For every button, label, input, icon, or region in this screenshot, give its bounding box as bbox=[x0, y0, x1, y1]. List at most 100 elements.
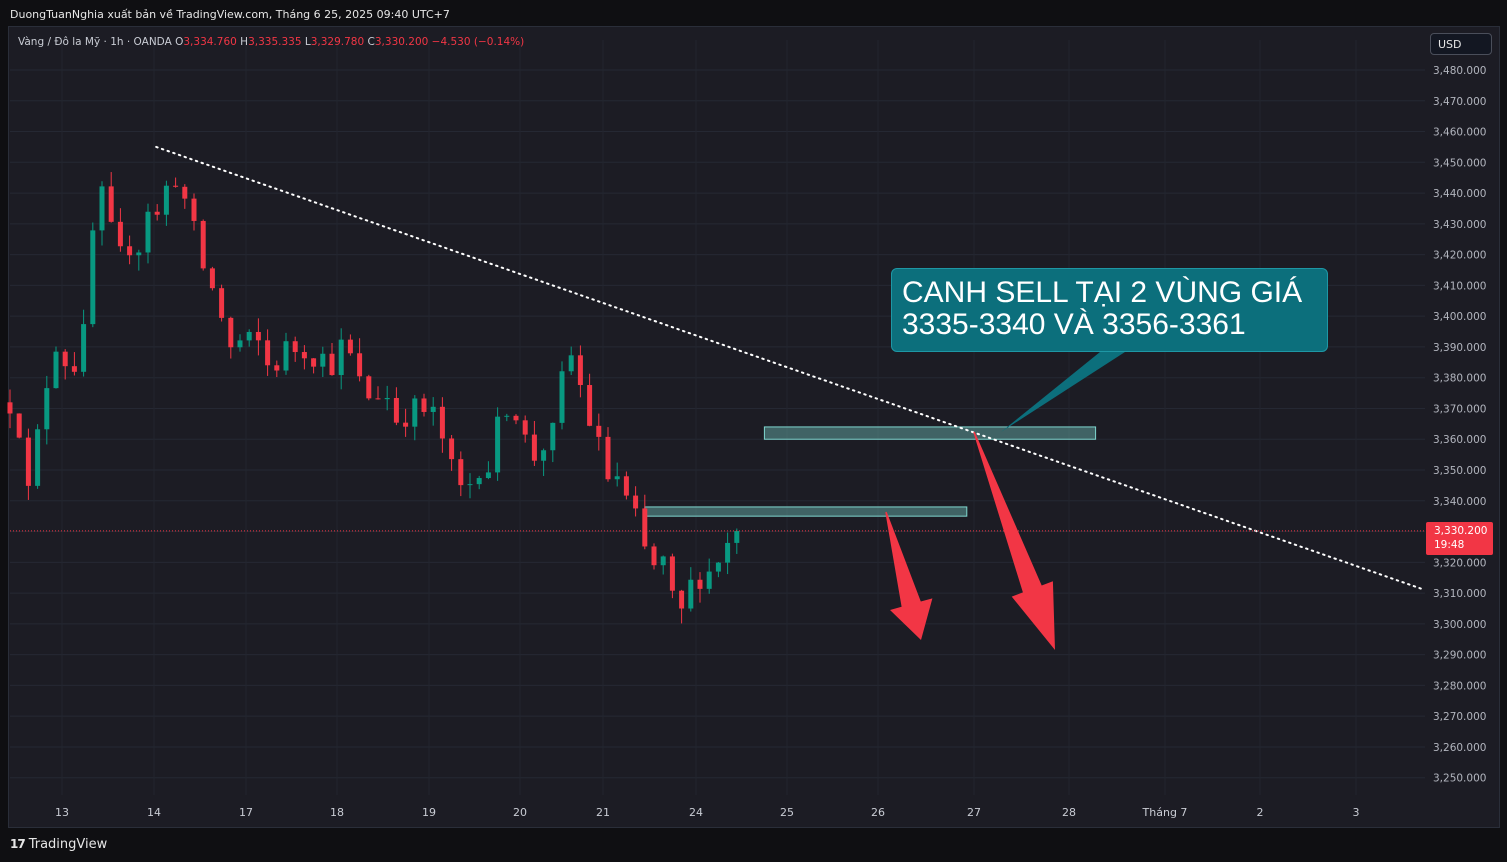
candle-body[interactable] bbox=[568, 355, 574, 372]
candle-body[interactable] bbox=[725, 542, 731, 563]
candle-body[interactable] bbox=[320, 353, 326, 367]
currency-button[interactable]: USD bbox=[1430, 33, 1492, 55]
resistance-zone[interactable] bbox=[644, 506, 968, 517]
candle-body[interactable] bbox=[338, 339, 344, 376]
candle-body[interactable] bbox=[430, 406, 436, 412]
candle-body[interactable] bbox=[246, 331, 252, 341]
low-value: 3,329.780 bbox=[310, 36, 365, 48]
candle-body[interactable] bbox=[467, 484, 473, 486]
candle-body[interactable] bbox=[274, 365, 280, 371]
candle-body[interactable] bbox=[439, 406, 445, 439]
candle-body[interactable] bbox=[531, 434, 537, 461]
symbol-label[interactable]: Vàng / Đô la Mỹ · 1h · OANDA bbox=[18, 36, 172, 48]
x-tick-label: 14 bbox=[147, 806, 161, 819]
candle-body[interactable] bbox=[550, 422, 556, 451]
candlestick-chart[interactable]: 3,250.000 3,260.000 3,270.000 3,280.000 3,29… bbox=[0, 0, 1507, 828]
candle-body[interactable] bbox=[154, 211, 160, 215]
candle-body[interactable] bbox=[651, 546, 657, 566]
candle-body[interactable] bbox=[265, 340, 271, 366]
trend-line[interactable] bbox=[155, 145, 1426, 592]
candle-body[interactable] bbox=[7, 402, 13, 414]
candle-body[interactable] bbox=[559, 371, 565, 423]
candle-body[interactable] bbox=[366, 376, 372, 399]
candle-body[interactable] bbox=[44, 388, 50, 430]
candle-body[interactable] bbox=[25, 437, 31, 486]
candle-body[interactable] bbox=[117, 221, 123, 247]
candle-body[interactable] bbox=[513, 415, 519, 421]
y-tick-label: 3,480.000 bbox=[1433, 65, 1486, 77]
candle-body[interactable] bbox=[237, 340, 243, 348]
tradingview-logo-icon: 17 bbox=[10, 837, 26, 851]
candle-body[interactable] bbox=[577, 355, 583, 386]
candle-body[interactable] bbox=[715, 562, 721, 572]
candle-body[interactable] bbox=[458, 459, 464, 486]
candle-body[interactable] bbox=[660, 556, 666, 566]
candle-body[interactable] bbox=[633, 495, 639, 509]
candle-body[interactable] bbox=[163, 185, 169, 215]
candle-body[interactable] bbox=[219, 288, 225, 318]
chart-pane[interactable] bbox=[8, 26, 1500, 828]
candle-body[interactable] bbox=[587, 385, 593, 426]
resistance-zone[interactable] bbox=[763, 426, 1097, 440]
candle-body[interactable] bbox=[384, 398, 390, 400]
candle-body[interactable] bbox=[697, 579, 703, 589]
candle-body[interactable] bbox=[301, 352, 307, 359]
candle-body[interactable] bbox=[688, 579, 694, 609]
candle-body[interactable] bbox=[421, 398, 427, 412]
candle-body[interactable] bbox=[669, 556, 675, 591]
candle-body[interactable] bbox=[81, 324, 87, 372]
candle-body[interactable] bbox=[541, 450, 547, 461]
x-tick-label: Tháng 7 bbox=[1142, 806, 1188, 819]
candle-body[interactable] bbox=[99, 186, 105, 231]
candle-body[interactable] bbox=[403, 422, 409, 427]
candle-body[interactable] bbox=[476, 478, 482, 485]
candle-body[interactable] bbox=[228, 317, 234, 348]
candle-body[interactable] bbox=[734, 530, 740, 543]
candle-body[interactable] bbox=[53, 351, 59, 389]
candle-body[interactable] bbox=[16, 413, 22, 438]
candle-body[interactable] bbox=[209, 268, 215, 289]
candle-body[interactable] bbox=[292, 341, 298, 353]
candle-body[interactable] bbox=[596, 425, 602, 437]
candle-body[interactable] bbox=[182, 186, 188, 199]
candle-body[interactable] bbox=[255, 331, 261, 341]
candle-body[interactable] bbox=[200, 220, 206, 269]
candle-body[interactable] bbox=[449, 438, 455, 460]
candle-body[interactable] bbox=[605, 436, 611, 480]
tradingview-brand[interactable]: 17 TradingView bbox=[10, 837, 107, 852]
candle-body[interactable] bbox=[127, 246, 133, 256]
x-tick-label: 19 bbox=[422, 806, 436, 819]
candle-body[interactable] bbox=[522, 420, 528, 435]
sell-zone-callout[interactable]: CANH SELL TẠI 2 VÙNG GIÁ 3335-3340 VÀ 33… bbox=[891, 268, 1328, 352]
candle-body[interactable] bbox=[173, 185, 179, 187]
candle-body[interactable] bbox=[412, 398, 418, 427]
candle-body[interactable] bbox=[71, 366, 77, 372]
candle-body[interactable] bbox=[62, 351, 68, 367]
candle-body[interactable] bbox=[329, 353, 335, 376]
candle-body[interactable] bbox=[35, 429, 41, 486]
down-arrow[interactable] bbox=[885, 511, 933, 640]
candle-body[interactable] bbox=[393, 398, 399, 423]
callout-line-2: 3335-3340 VÀ 3356-3361 bbox=[902, 308, 1246, 341]
candle-body[interactable] bbox=[495, 416, 501, 473]
y-tick-label: 3,440.000 bbox=[1433, 188, 1486, 200]
candle-body[interactable] bbox=[706, 571, 712, 589]
ohlc-legend: Vàng / Đô la Mỹ · 1h · OANDA O3,334.760 … bbox=[18, 36, 524, 48]
candle-body[interactable] bbox=[614, 476, 620, 480]
candle-body[interactable] bbox=[679, 590, 685, 609]
candle-body[interactable] bbox=[485, 472, 491, 479]
down-arrow[interactable] bbox=[973, 431, 1055, 650]
candle-body[interactable] bbox=[642, 508, 648, 547]
candle-body[interactable] bbox=[90, 230, 96, 325]
candle-body[interactable] bbox=[136, 252, 142, 256]
candle-body[interactable] bbox=[108, 186, 114, 222]
candle-body[interactable] bbox=[504, 415, 510, 417]
candle-body[interactable] bbox=[145, 211, 151, 253]
candle-body[interactable] bbox=[311, 358, 317, 367]
candle-body[interactable] bbox=[623, 476, 629, 496]
candle-body[interactable] bbox=[191, 198, 197, 221]
candle-body[interactable] bbox=[347, 339, 353, 354]
candle-body[interactable] bbox=[357, 353, 363, 377]
candle-body[interactable] bbox=[375, 398, 381, 400]
candle-body[interactable] bbox=[283, 341, 289, 371]
